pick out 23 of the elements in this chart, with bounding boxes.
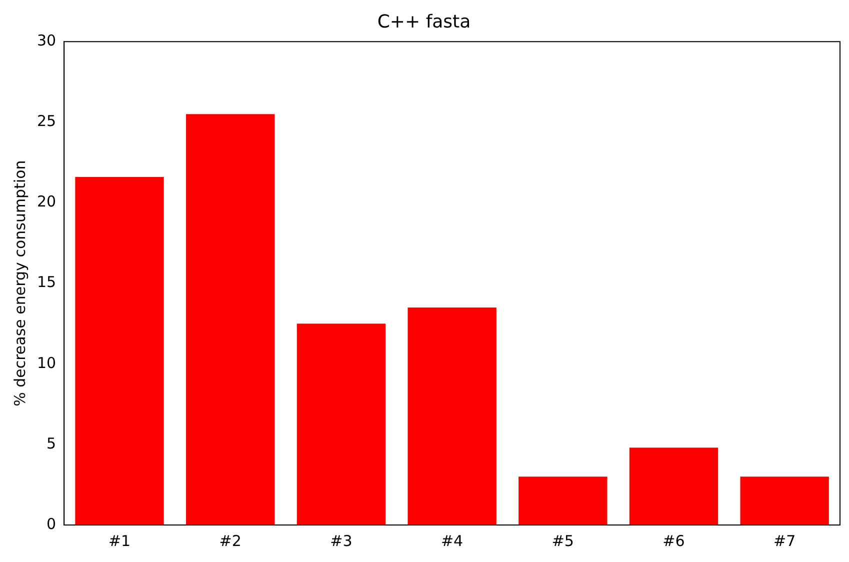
y-tick-label: 20 (36, 192, 56, 211)
bar (408, 307, 496, 525)
bar (186, 114, 275, 525)
y-tick-label: 25 (36, 112, 56, 130)
y-tick-label: 5 (46, 434, 56, 452)
x-tick-label: #3 (330, 532, 352, 550)
x-tick-label: #4 (440, 532, 464, 550)
y-tick-label: 0 (46, 514, 56, 533)
x-tick-label: #2 (219, 532, 242, 550)
y-tick-label: 30 (36, 31, 56, 50)
y-tick-label: 15 (36, 273, 56, 292)
y-tick-label: 10 (36, 354, 56, 372)
x-tick-label: #1 (108, 532, 131, 550)
bar (518, 476, 608, 525)
x-tick-label: #6 (662, 532, 685, 550)
x-tick-label: #5 (552, 532, 574, 550)
bar (629, 448, 718, 525)
bar (296, 324, 386, 525)
chart-title: C++ fasta (377, 11, 471, 32)
bar (740, 476, 829, 525)
y-axis-title: % decrease energy consumption (10, 160, 29, 406)
x-tick-label: #7 (774, 532, 796, 550)
bar (75, 176, 164, 525)
